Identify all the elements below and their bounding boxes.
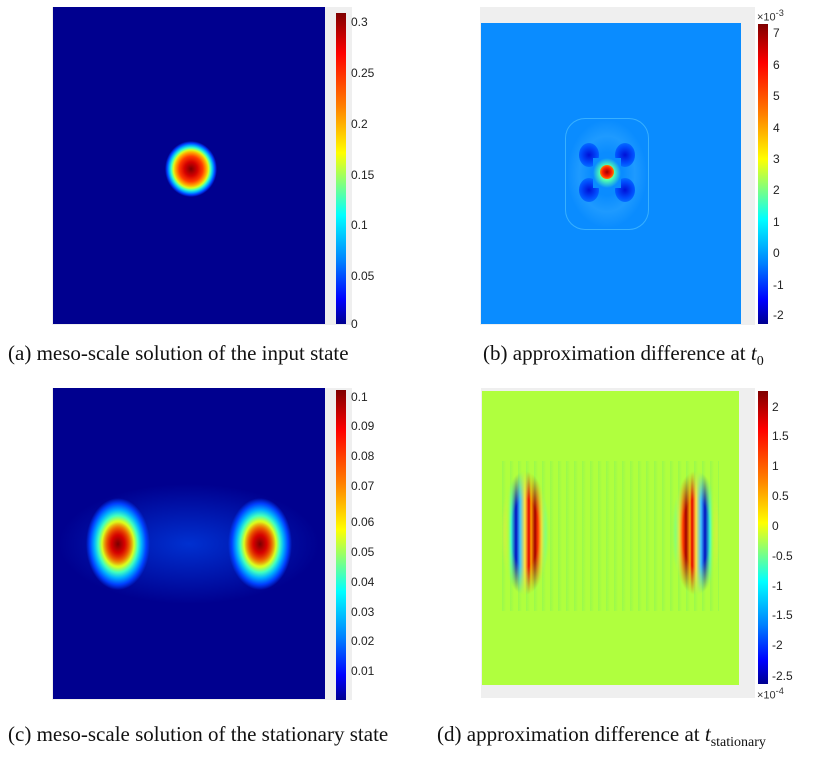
- colorbar-d-tick-6: -1: [772, 579, 783, 593]
- colorbar-b-tick-4: 3: [773, 152, 780, 166]
- caption-b-math: t: [750, 341, 757, 365]
- heatmap-d-right-stripes: [671, 471, 721, 596]
- colorbar-c-tick-3: 0.07: [351, 479, 375, 493]
- caption-d-subscript: stationary: [710, 735, 766, 751]
- colorbar-a-tick-3: 0.15: [351, 168, 375, 182]
- colorbar-c-tick-8: 0.02: [351, 634, 375, 648]
- heatmap-d-left-stripes: [500, 471, 550, 596]
- caption-b-prefix: (b): [483, 341, 508, 365]
- colorbar-d-tick-4: 0: [772, 519, 779, 533]
- colorbar-b-tick-5: 2: [773, 183, 780, 197]
- colorbar-a-tick-2: 0.2: [351, 117, 368, 131]
- colorbar-d: [758, 391, 768, 684]
- heatmap-a: [53, 7, 325, 324]
- colorbar-d-tick-0: 2: [772, 400, 779, 414]
- colorbar-d-tick-9: -2.5: [772, 669, 793, 683]
- caption-c-prefix: (c): [8, 722, 32, 746]
- colorbar-a-tick-0: 0.3: [351, 15, 368, 29]
- caption-a: (a) meso-scale solution of the input sta…: [8, 341, 349, 366]
- colorbar-b-tick-2: 5: [773, 89, 780, 103]
- caption-a-prefix: (a): [8, 341, 32, 365]
- colorbar-b-tick-9: -2: [773, 308, 784, 322]
- colorbar-c-tick-7: 0.03: [351, 605, 375, 619]
- colorbar-b-tick-3: 4: [773, 121, 780, 135]
- colorbar-b-tick-8: -1: [773, 278, 784, 292]
- colorbar-b-tick-1: 6: [773, 58, 780, 72]
- colorbar-c: [336, 390, 346, 700]
- colorbar-d-tick-2: 1: [772, 459, 779, 473]
- colorbar-a-tick-4: 0.1: [351, 218, 368, 232]
- heatmap-c: [53, 388, 325, 699]
- colorbar-d-tick-5: -0.5: [772, 549, 793, 563]
- caption-b-subscript: 0: [756, 354, 764, 370]
- caption-c: (c) meso-scale solution of the stationar…: [8, 722, 388, 747]
- colorbar-d-tick-8: -2: [772, 638, 783, 652]
- heatmap-b-peak: [600, 165, 614, 179]
- colorbar-d-tick-7: -1.5: [772, 608, 793, 622]
- colorbar-c-tick-2: 0.08: [351, 449, 375, 463]
- caption-d-prefix: (d): [437, 722, 462, 746]
- caption-b: (b) approximation difference at t0: [483, 341, 764, 370]
- heatmap-b: [481, 23, 741, 324]
- colorbar-a: [336, 13, 346, 324]
- caption-d-math: t: [704, 722, 711, 746]
- colorbar-b-tick-6: 1: [773, 215, 780, 229]
- colorbar-b-exponent: ×10-3: [757, 8, 784, 24]
- caption-c-text: meso-scale solution of the stationary st…: [36, 722, 389, 746]
- colorbar-a-tick-5: 0.05: [351, 269, 375, 283]
- colorbar-a-tick-1: 0.25: [351, 66, 375, 80]
- caption-d-text: approximation difference at: [466, 722, 700, 746]
- heatmap-d: [482, 391, 739, 685]
- colorbar-b-tick-7: 0: [773, 246, 780, 260]
- caption-b-text: approximation difference at: [512, 341, 746, 365]
- colorbar-c-tick-9: 0.01: [351, 664, 375, 678]
- caption-d: (d) approximation difference at tstation…: [437, 722, 766, 751]
- colorbar-d-tick-3: 0.5: [772, 489, 789, 503]
- colorbar-a-tick-6: 0: [351, 317, 358, 331]
- colorbar-d-exponent: ×10-4: [757, 686, 784, 702]
- colorbar-c-tick-0: 0.1: [351, 390, 368, 404]
- colorbar-c-tick-5: 0.05: [351, 545, 375, 559]
- colorbar-c-tick-1: 0.09: [351, 419, 375, 433]
- colorbar-b-tick-0: 7: [773, 26, 780, 40]
- caption-a-text: meso-scale solution of the input state: [36, 341, 349, 365]
- colorbar-c-tick-4: 0.06: [351, 515, 375, 529]
- colorbar-c-tick-6: 0.04: [351, 575, 375, 589]
- colorbar-d-tick-1: 1.5: [772, 429, 789, 443]
- colorbar-b: [758, 24, 768, 324]
